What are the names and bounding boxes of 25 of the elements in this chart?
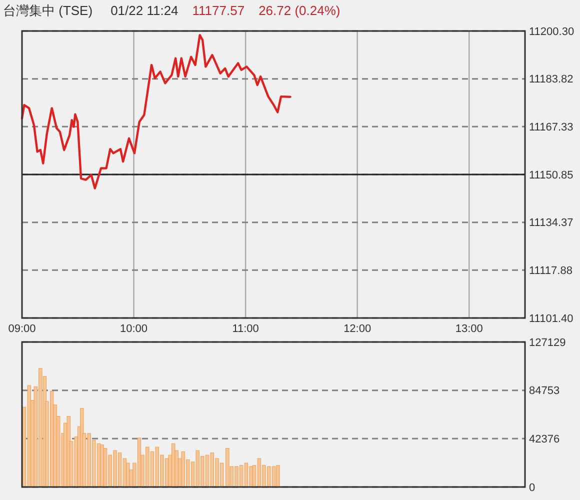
y-tick-label: 11134.37	[529, 217, 574, 230]
bar	[100, 444, 104, 488]
y-tick-label: 0	[529, 482, 536, 494]
text: 01/22 11:24	[110, 3, 178, 18]
chart-title: 台灣集中 (TSE)	[3, 3, 93, 18]
y-tick-label: 11183.82	[529, 74, 574, 86]
x-tick-label: 13:00	[455, 323, 483, 335]
x-tick-label: 10:00	[120, 323, 148, 335]
y-tick-label: 11117.88	[529, 265, 572, 278]
y-tick-label: 11200.30	[529, 26, 574, 38]
bar	[66, 416, 70, 488]
x-tick-label: 09:00	[8, 323, 36, 335]
y-tick-label: 127129	[529, 336, 566, 349]
y-tick-label: 11150.85	[529, 169, 574, 182]
x-tick-label: 11:00	[232, 323, 259, 335]
bar	[276, 465, 280, 488]
y-tick-label: 42376	[529, 434, 560, 446]
x-tick-label: 12:00	[344, 323, 372, 335]
y-tick-label: 11101.40	[529, 312, 574, 325]
y-tick-label: 11167.33	[529, 122, 574, 134]
text: 11177.57	[192, 3, 245, 18]
y-tick-label: 84753	[529, 385, 560, 398]
text: 26.72 (0.24%)	[258, 3, 340, 18]
line-series	[20, 34, 292, 190]
bar	[27, 385, 32, 488]
